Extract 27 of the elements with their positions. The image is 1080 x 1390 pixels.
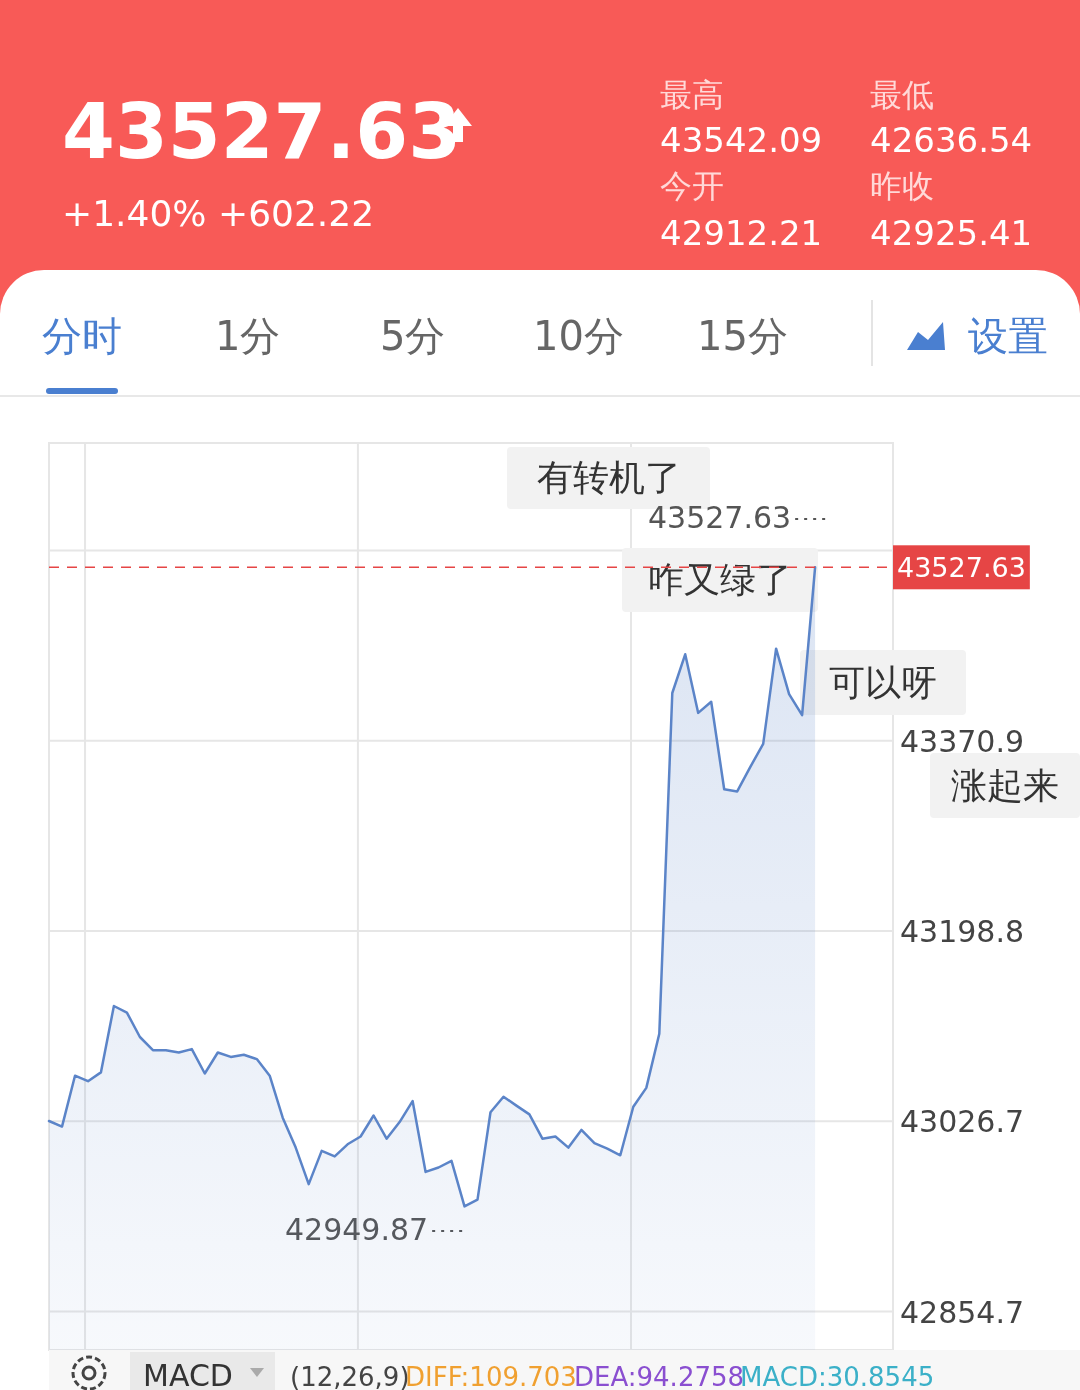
y-tick-label: 42854.7 [900, 1294, 1025, 1330]
text: 分时 [42, 313, 122, 359]
text: 42912.21 [660, 213, 823, 253]
text: 42636.54 [870, 120, 1033, 160]
annotation: 43527.63 [648, 500, 792, 535]
text: 最低 [870, 76, 934, 114]
y-tick-label: 43026.7 [900, 1104, 1025, 1140]
text: 涨起来 [951, 764, 1059, 806]
text: MACD [143, 1358, 233, 1390]
text: 昨收 [870, 167, 934, 205]
text: 15分 [697, 313, 788, 359]
annotation: 有转机了 [536, 457, 681, 498]
text: 1分 [215, 313, 281, 359]
text: 最高 [660, 76, 724, 114]
ref-line-label: 43527.63 [897, 552, 1026, 584]
text: 设置 [968, 313, 1048, 359]
text: 5分 [380, 313, 446, 359]
annotation: 42949.87 [285, 1212, 429, 1247]
text: 10分 [533, 313, 624, 359]
y-tick-label: 43198.8 [900, 914, 1025, 950]
text: 今开 [660, 167, 724, 205]
text: +1.40% +602.22 [62, 193, 375, 234]
text: 43542.09 [660, 120, 823, 160]
text: 43527.63 [62, 87, 462, 176]
text: 42925.41 [870, 213, 1033, 253]
annotation: 可以呀 [829, 661, 937, 703]
y-tick-label: 43370.9 [900, 723, 1025, 759]
